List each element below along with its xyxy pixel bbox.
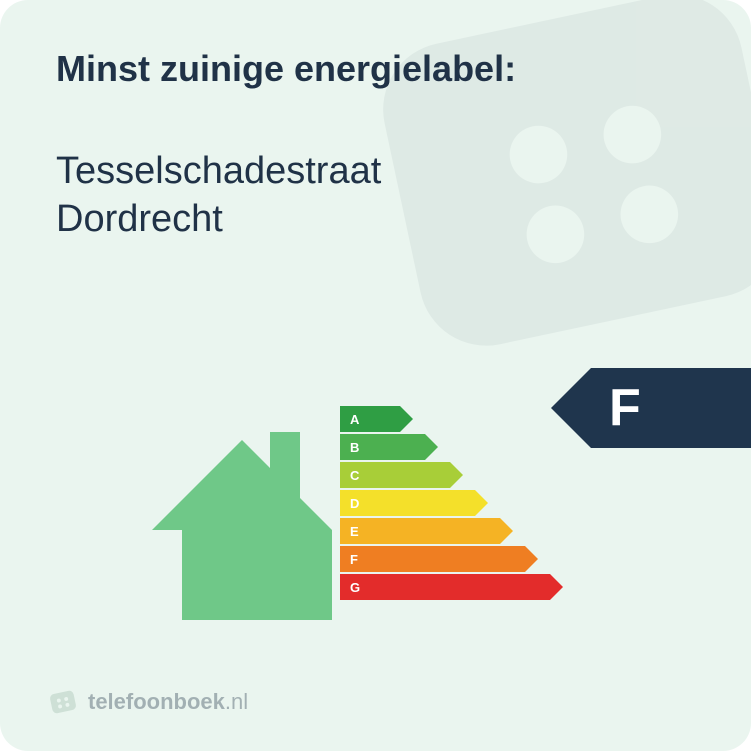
arrow-right-icon [475, 490, 488, 516]
house-icon [152, 400, 332, 620]
street-name: Tesselschadestraat [56, 148, 695, 196]
energy-bar-label: B [340, 434, 425, 460]
footer-brand-tld: .nl [225, 689, 248, 714]
arrow-right-icon [450, 462, 463, 488]
energy-bar-b: B [340, 434, 563, 460]
arrow-right-icon [400, 406, 413, 432]
city-name: Dordrecht [56, 196, 695, 244]
phonebook-logo-icon [48, 687, 78, 717]
badge-arrow-icon [551, 368, 591, 448]
energy-bars: ABCDEFG [340, 406, 563, 602]
energy-bar-label: F [340, 546, 525, 572]
selected-energy-badge: F [551, 368, 751, 448]
energy-bar-label: D [340, 490, 475, 516]
footer-brand-name: telefoonboek [88, 689, 225, 714]
footer-text: telefoonboek.nl [88, 689, 248, 715]
footer-brand: telefoonboek.nl [48, 687, 248, 717]
energy-bar-e: E [340, 518, 563, 544]
energy-bar-a: A [340, 406, 563, 432]
energy-bar-label: G [340, 574, 550, 600]
energy-bar-label: C [340, 462, 450, 488]
badge-letter: F [591, 368, 751, 448]
address-block: Tesselschadestraat Dordrecht [56, 148, 695, 243]
energy-bar-label: A [340, 406, 400, 432]
arrow-right-icon [500, 518, 513, 544]
arrow-right-icon [525, 546, 538, 572]
energy-bar-c: C [340, 462, 563, 488]
energy-bar-d: D [340, 490, 563, 516]
energy-label-card: Minst zuinige energielabel: Tesselschade… [0, 0, 751, 751]
energy-bar-f: F [340, 546, 563, 572]
card-title: Minst zuinige energielabel: [56, 48, 695, 90]
arrow-right-icon [425, 434, 438, 460]
arrow-right-icon [550, 574, 563, 600]
energy-bar-g: G [340, 574, 563, 600]
energy-bar-label: E [340, 518, 500, 544]
